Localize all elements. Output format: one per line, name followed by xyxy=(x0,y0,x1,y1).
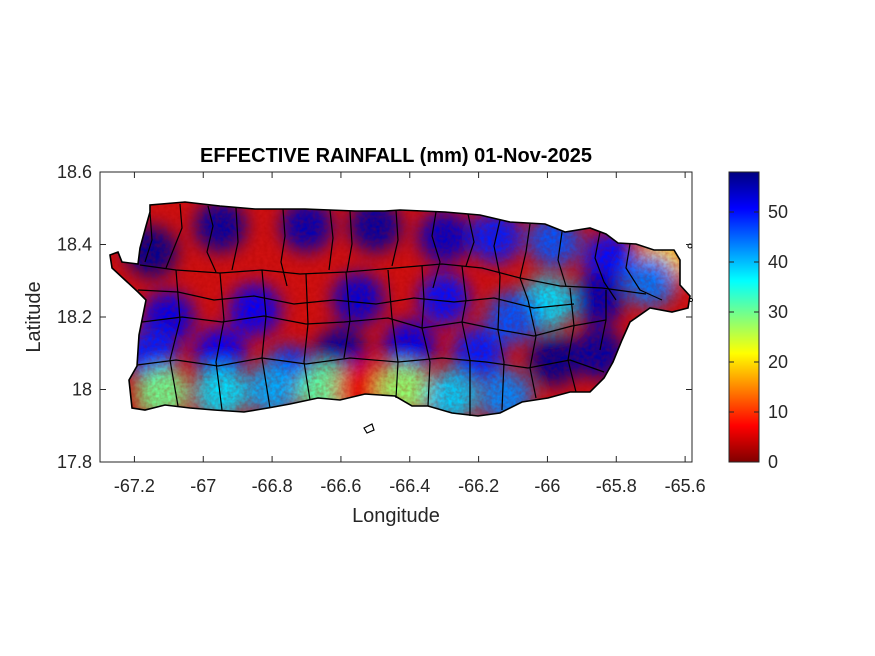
y-axis: 17.8 18 18.2 18.4 18.6 xyxy=(57,162,692,472)
y-axis-label: Latitude xyxy=(23,281,45,352)
y-tick-label: 18.6 xyxy=(57,162,92,182)
islet-east-2 xyxy=(689,298,693,302)
x-tick-label: -66 xyxy=(534,476,560,496)
x-tick-label: -66.2 xyxy=(458,476,499,496)
x-axis: -67.2 -67 -66.8 -66.6 -66.4 -66.2 -66 -65.8 -65.… xyxy=(114,172,706,496)
x-axis-label: Longitude xyxy=(352,505,440,527)
colorbar-tick-label: 30 xyxy=(768,302,788,322)
x-tick-label: -65.6 xyxy=(665,476,706,496)
x-tick-label: -67.2 xyxy=(114,476,155,496)
colorbar-tick-label: 20 xyxy=(768,352,788,372)
colorbar xyxy=(728,171,760,463)
rainfall-field xyxy=(110,202,690,416)
coastline xyxy=(109,201,691,417)
colorbar-tick-label: 10 xyxy=(768,402,788,422)
municipality-boundaries xyxy=(136,203,663,416)
x-tick-label: -67 xyxy=(190,476,216,496)
x-tick-label: -66.4 xyxy=(389,476,430,496)
x-tick-label: -66.8 xyxy=(252,476,293,496)
colorbar-tick-label: 50 xyxy=(768,202,788,222)
caja-de-muertos-islet xyxy=(363,423,375,434)
y-tick-label: 17.8 xyxy=(57,452,92,472)
colorbar-tick-label: 0 xyxy=(768,452,778,472)
y-tick-label: 18.2 xyxy=(57,307,92,327)
colorbar-tick-label: 40 xyxy=(768,252,788,272)
y-tick-label: 18.4 xyxy=(57,235,92,255)
field-texture xyxy=(110,202,690,416)
colorbar-ticks: 0 10 20 30 40 50 xyxy=(729,202,788,472)
y-tick-label: 18 xyxy=(72,380,92,400)
x-tick-label: -66.6 xyxy=(320,476,361,496)
x-tick-label: -65.8 xyxy=(596,476,637,496)
chart-title: EFFECTIVE RAINFALL (mm) 01-Nov-2025 xyxy=(200,145,592,167)
